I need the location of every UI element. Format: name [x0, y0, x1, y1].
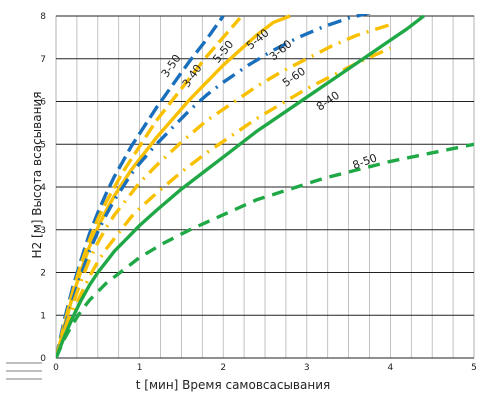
margin-marks: [6, 362, 42, 380]
y-tick-label: 0: [40, 354, 46, 364]
x-tick-label: 2: [220, 363, 226, 373]
y-axis-label: H2 [м] Высота всасывания: [30, 92, 44, 259]
series-line-8-40: [56, 14, 425, 358]
x-tick-label: 5: [471, 363, 477, 373]
x-tick-label: 1: [137, 363, 143, 373]
x-tick-label: 0: [53, 363, 59, 373]
y-tick-label: 6: [40, 98, 46, 108]
series-lines: [56, 14, 474, 358]
y-tick-label: 8: [40, 12, 46, 22]
tick-labels: 0 1 2 3 4 5 0 1 2 3 4 5 6 7 8: [40, 12, 477, 373]
y-tick-label: 4: [40, 183, 46, 193]
series-line-8-50: [56, 142, 474, 358]
x-tick-label: 4: [388, 363, 394, 373]
y-tick-label: 1: [40, 311, 46, 321]
series-line-5-40: [56, 14, 372, 358]
series-line-3-60: [56, 22, 391, 358]
y-tick-label: 5: [40, 140, 46, 150]
series-line-3-40: [56, 16, 242, 358]
y-tick-label: 7: [40, 55, 46, 65]
grid: [55, 15, 475, 359]
y-tick-label: 3: [40, 226, 46, 236]
x-axis-label: t [мин] Время самовсасывания: [136, 378, 330, 392]
y-tick-label: 2: [40, 269, 46, 279]
x-tick-label: 3: [304, 363, 310, 373]
series-line-5-60: [56, 46, 392, 358]
